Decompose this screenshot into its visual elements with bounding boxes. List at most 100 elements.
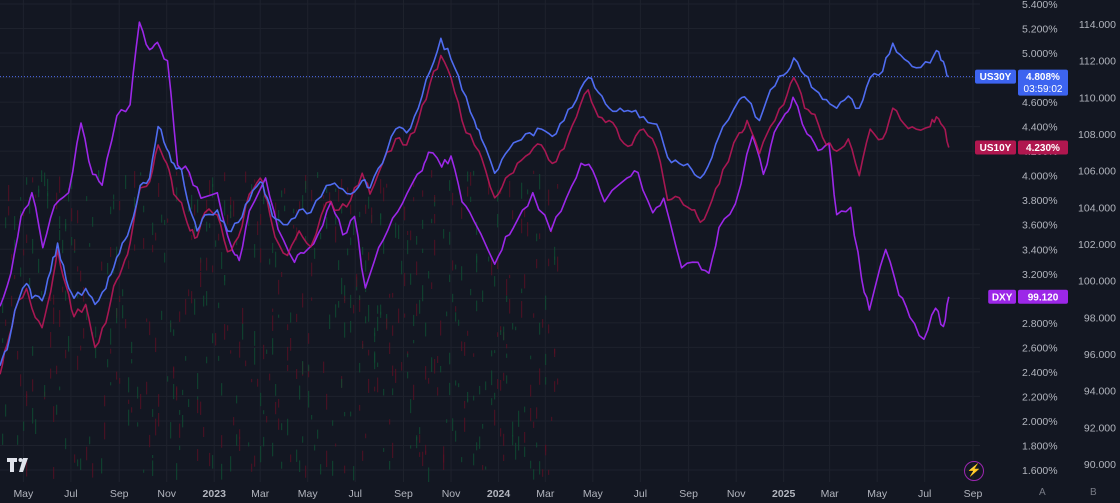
volume-bar [5, 404, 7, 417]
volume-bar [20, 267, 22, 277]
volume-bar [158, 394, 160, 407]
volume-bar [236, 238, 238, 246]
volume-bar [542, 319, 544, 328]
volume-bar [545, 353, 547, 366]
volume-bar [176, 387, 178, 401]
volume-bar [212, 265, 214, 273]
volume-bar [218, 302, 220, 309]
volume-bar [311, 189, 313, 202]
volume-bar [2, 338, 4, 343]
volume-bar [116, 246, 118, 259]
volume-bar [275, 251, 277, 268]
volume-bar [77, 266, 79, 272]
volume-bar [539, 322, 541, 335]
right-price-axis[interactable]: 5.400%5.200%5.000%4.800%4.600%4.400%4.20… [1022, 0, 1116, 477]
dxy-tick-label: 96.000 [1084, 349, 1116, 361]
lightning-icon[interactable]: ⚡ [964, 461, 984, 481]
volume-bar [341, 204, 343, 214]
volume-bar [224, 324, 226, 340]
volume-bar [299, 201, 301, 211]
volume-bar [35, 194, 37, 198]
volume-bar [188, 399, 190, 407]
volume-bar [80, 270, 82, 282]
volume-bar [380, 179, 382, 194]
volume-bar [509, 180, 511, 198]
chart-grid [0, 0, 980, 482]
volume-bar [497, 213, 499, 228]
volume-bar [197, 449, 199, 462]
volume-bar [479, 436, 481, 449]
volume-bar [521, 218, 523, 234]
volume-bar [446, 311, 448, 317]
volume-bar [71, 236, 73, 246]
volume-bar [488, 179, 490, 195]
volume-bar [206, 257, 208, 271]
volume-bar [389, 293, 391, 298]
volume-bar [197, 399, 199, 414]
log-scale-button[interactable]: B [1090, 487, 1097, 498]
volume-bar [2, 433, 4, 445]
volume-bar [182, 414, 184, 428]
volume-bar [251, 378, 253, 383]
volume-bar [401, 362, 403, 371]
volume-bar [455, 430, 457, 442]
volume-bar [461, 207, 463, 219]
volume-bar [65, 438, 67, 450]
volume-bar [281, 271, 283, 278]
volume-bar [155, 337, 157, 353]
volume-bar [263, 410, 265, 415]
yield-tick-label: 5.400% [1022, 0, 1058, 11]
volume-bar [545, 377, 547, 385]
volume-bar [230, 204, 232, 219]
volume-bar [335, 443, 337, 447]
volume-bar [335, 214, 337, 225]
time-axis[interactable]: May Jul Sep Nov 2023 Mar May Jul Sep Nov 2024 Mar Ma… [13, 488, 982, 500]
volume-bar [539, 461, 541, 475]
volume-bar [557, 378, 559, 385]
volume-bar [503, 454, 505, 461]
volume-bar [374, 386, 376, 392]
volume-bar [506, 353, 508, 358]
tradingview-logo-icon[interactable] [7, 457, 33, 473]
volume-bar [281, 190, 283, 198]
volume-bar [17, 350, 19, 360]
volume-bar [317, 429, 319, 439]
volume-bar [167, 218, 169, 223]
volume-bar [392, 442, 394, 458]
volume-bar [515, 326, 517, 331]
volume-bar [98, 171, 100, 183]
volume-bar [323, 361, 325, 374]
volume-bar [350, 411, 352, 417]
volume-bar [296, 313, 298, 323]
volume-bar [494, 392, 496, 400]
volume-bar [455, 380, 457, 386]
volume-bar [539, 368, 541, 385]
volume-bar [272, 315, 274, 331]
volume-bar [539, 174, 541, 190]
volume-bar [494, 350, 496, 354]
volume-bar [278, 314, 280, 318]
volume-bar [326, 187, 328, 194]
volume-bar [218, 233, 220, 241]
volume-bar [416, 303, 418, 317]
volume-bar [173, 329, 175, 336]
yield-tick-label: 4.000% [1022, 171, 1058, 183]
volume-bar [125, 319, 127, 329]
volume-bar [110, 247, 112, 257]
yield-tick-label: 1.800% [1022, 440, 1058, 452]
volume-bar [392, 365, 394, 376]
volume-bar [176, 187, 178, 202]
volume-bar [452, 260, 454, 271]
yield-tick-label: 1.600% [1022, 465, 1058, 477]
volume-bar [521, 301, 523, 318]
volume-bar [155, 418, 157, 436]
volume-bar [440, 320, 442, 336]
volume-bar [398, 225, 400, 240]
volume-bar [455, 264, 457, 270]
yield-tick-label: 2.800% [1022, 318, 1058, 330]
volume-bar [38, 189, 40, 198]
auto-scale-button[interactable]: A [1039, 487, 1046, 498]
volume-bar [287, 346, 289, 361]
time-tick-label: Mar [251, 488, 270, 500]
